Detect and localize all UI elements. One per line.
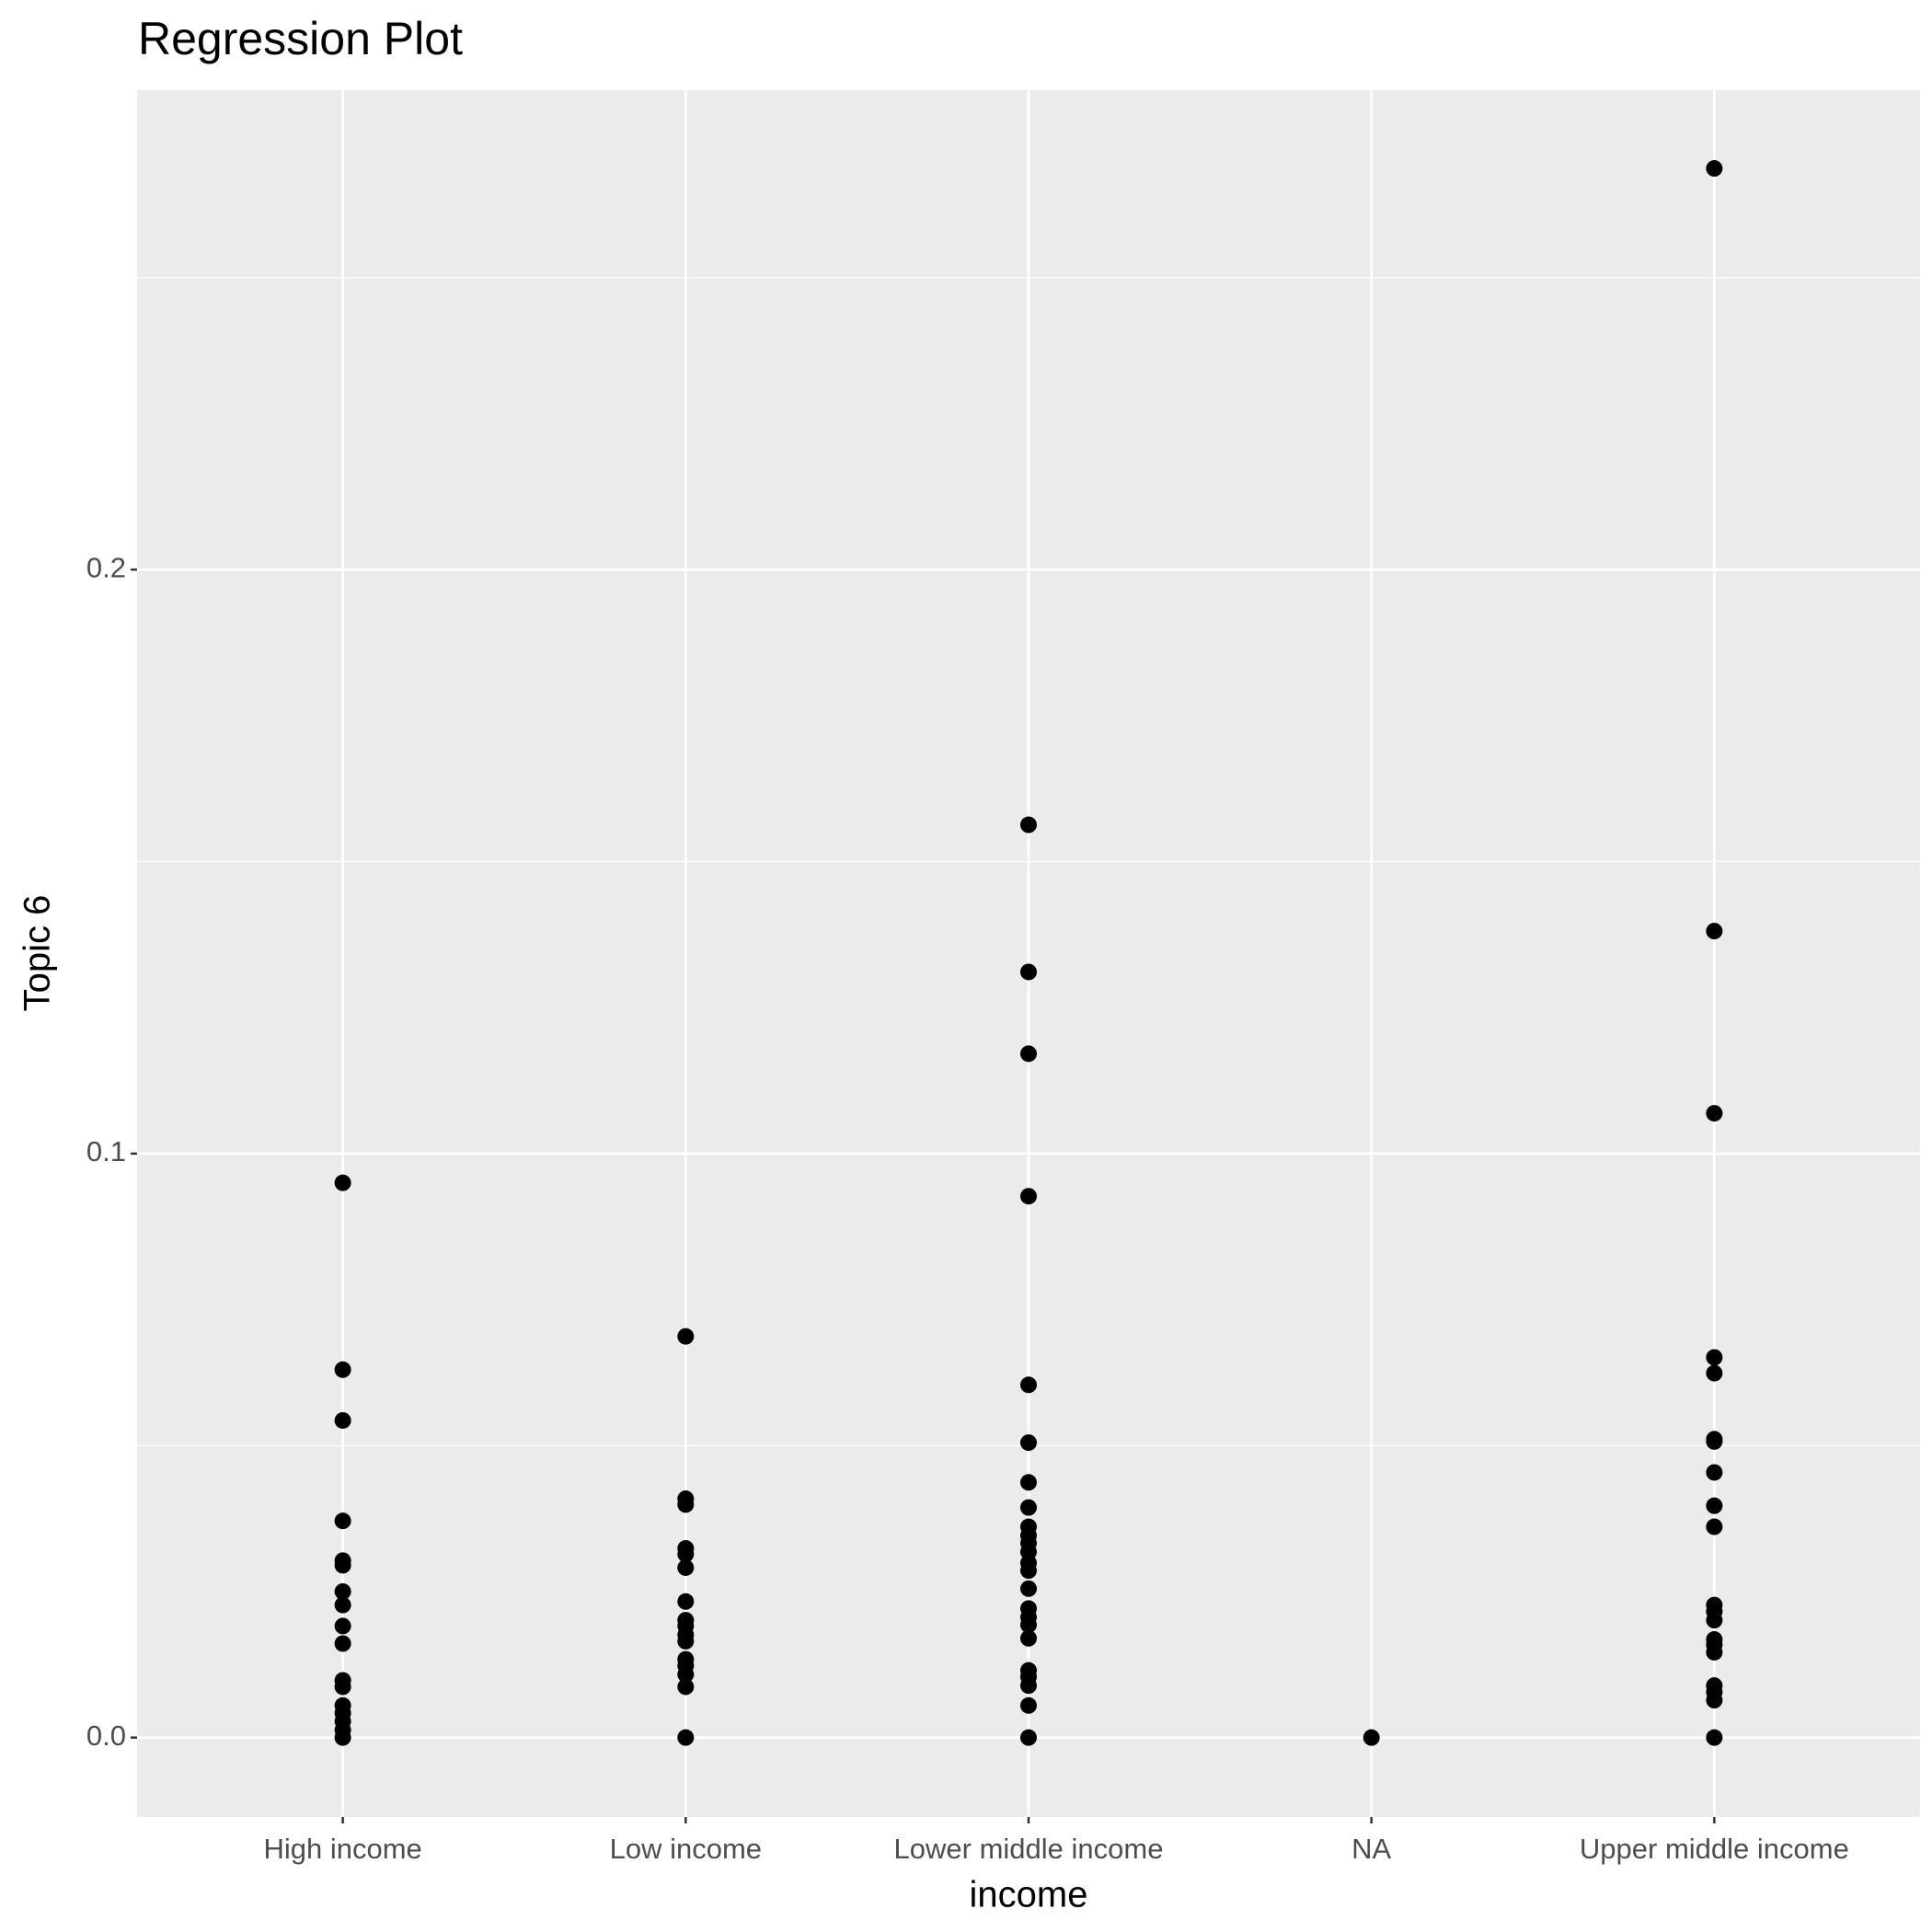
point [1706,1464,1723,1481]
point [1706,160,1723,178]
point [334,1729,351,1746]
point [334,1361,351,1378]
point [334,1582,351,1600]
point [1363,1729,1380,1746]
point [334,1557,351,1574]
y-tick-label: 0.1 [86,1135,126,1167]
point [1020,1616,1037,1634]
point [1706,1612,1723,1629]
point [1020,1376,1037,1394]
marks [334,160,1723,1746]
point [1020,963,1037,981]
point [1020,1562,1037,1580]
point [1706,1692,1723,1709]
point [677,1666,695,1684]
x-tick-label: NA [1351,1833,1391,1865]
point [1706,1729,1723,1746]
chart-title: Regression Plot [138,13,463,64]
point [1706,1432,1723,1450]
point [1020,1696,1037,1714]
point [677,1678,695,1696]
point [1020,1474,1037,1491]
point [1020,1677,1037,1695]
point [1020,1188,1037,1205]
point [334,1678,351,1696]
point [677,1593,695,1610]
point [677,1496,695,1513]
point [1706,923,1723,940]
point [1706,1518,1723,1535]
y-axis-title: Topic 6 [17,895,58,1012]
point [677,1546,695,1563]
point [1020,1045,1037,1063]
x-tick-label: Upper middle income [1580,1833,1849,1865]
point [1706,1349,1723,1366]
point [334,1512,351,1530]
point [1706,1105,1723,1122]
point [1706,1643,1723,1661]
point [677,1328,695,1345]
point [334,1635,351,1652]
point [677,1632,695,1650]
point [1706,1497,1723,1514]
x-tick-label: Lower middle income [894,1833,1164,1865]
y-tick-label: 0.2 [86,551,126,583]
point [334,1617,351,1635]
x-tick-label: Low income [610,1833,762,1865]
point [334,1596,351,1614]
y-tick-label: 0.0 [86,1719,126,1752]
point [334,1411,351,1429]
point [1020,1434,1037,1452]
point [1020,1729,1037,1746]
x-tick-label: High income [263,1833,421,1865]
point [1020,1629,1037,1647]
point [1020,1580,1037,1597]
point [1020,816,1037,834]
point [334,1174,351,1191]
point [1706,1364,1723,1382]
point [677,1558,695,1576]
point [1020,1499,1037,1516]
x-axis-title: income [970,1875,1088,1915]
point [677,1729,695,1746]
